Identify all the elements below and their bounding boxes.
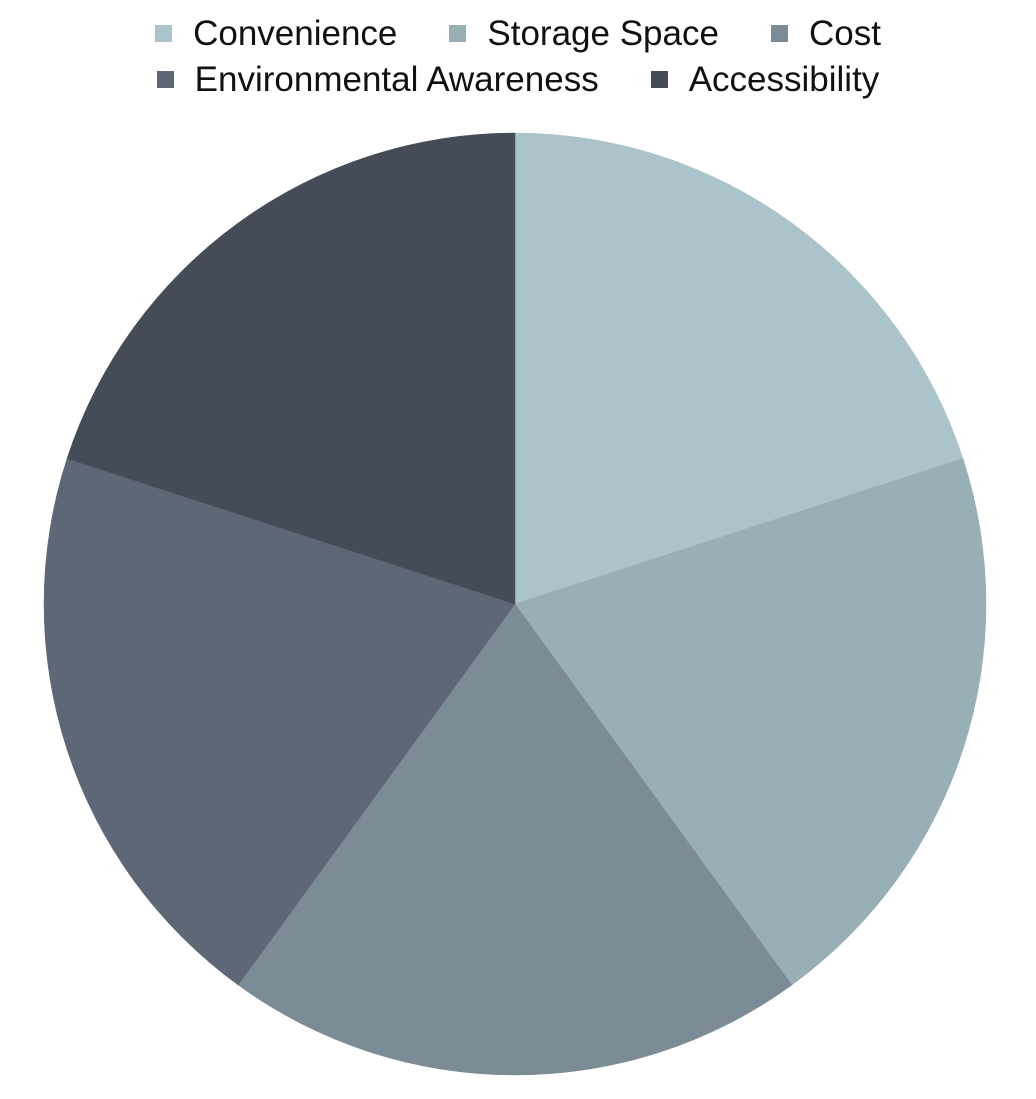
pie-slice-storage-space[interactable] (514, 458, 987, 986)
pie-slice-convenience[interactable] (514, 132, 964, 605)
legend-swatch-cost (770, 24, 788, 42)
legend-swatch-storage-space (449, 24, 467, 42)
pie-slice-environmental-awareness[interactable] (43, 458, 516, 986)
legend-label-environmental-awareness: Environmental Awareness (194, 59, 599, 99)
legend-item-storage-space[interactable]: Storage Space (449, 16, 719, 51)
legend-swatch-convenience (155, 24, 173, 42)
legend-label-storage-space: Storage Space (487, 13, 719, 53)
legend-row-1: Convenience Storage Space Cost (0, 10, 1036, 56)
pie-slices (43, 132, 987, 1076)
pie-slice-accessibility[interactable] (66, 132, 516, 605)
legend-label-accessibility: Accessibility (688, 59, 880, 99)
legend-item-cost[interactable]: Cost (770, 13, 881, 53)
legend-item-environmental-awareness[interactable]: Environmental Awareness (156, 59, 599, 99)
legend-label-cost: Cost (808, 13, 881, 53)
legend-item-accessibility[interactable]: Accessibility (650, 59, 880, 99)
legend-label-convenience: Convenience (193, 13, 398, 53)
legend-row-2: Environmental Awareness Accessibility (0, 56, 1036, 102)
pie-slice-cost[interactable] (237, 603, 793, 1076)
legend-swatch-accessibility (650, 70, 668, 88)
legend: Convenience Storage Space Cost Environme… (0, 10, 1036, 102)
legend-item-convenience[interactable]: Convenience (155, 16, 397, 51)
legend-swatch-environmental-awareness (156, 70, 174, 88)
